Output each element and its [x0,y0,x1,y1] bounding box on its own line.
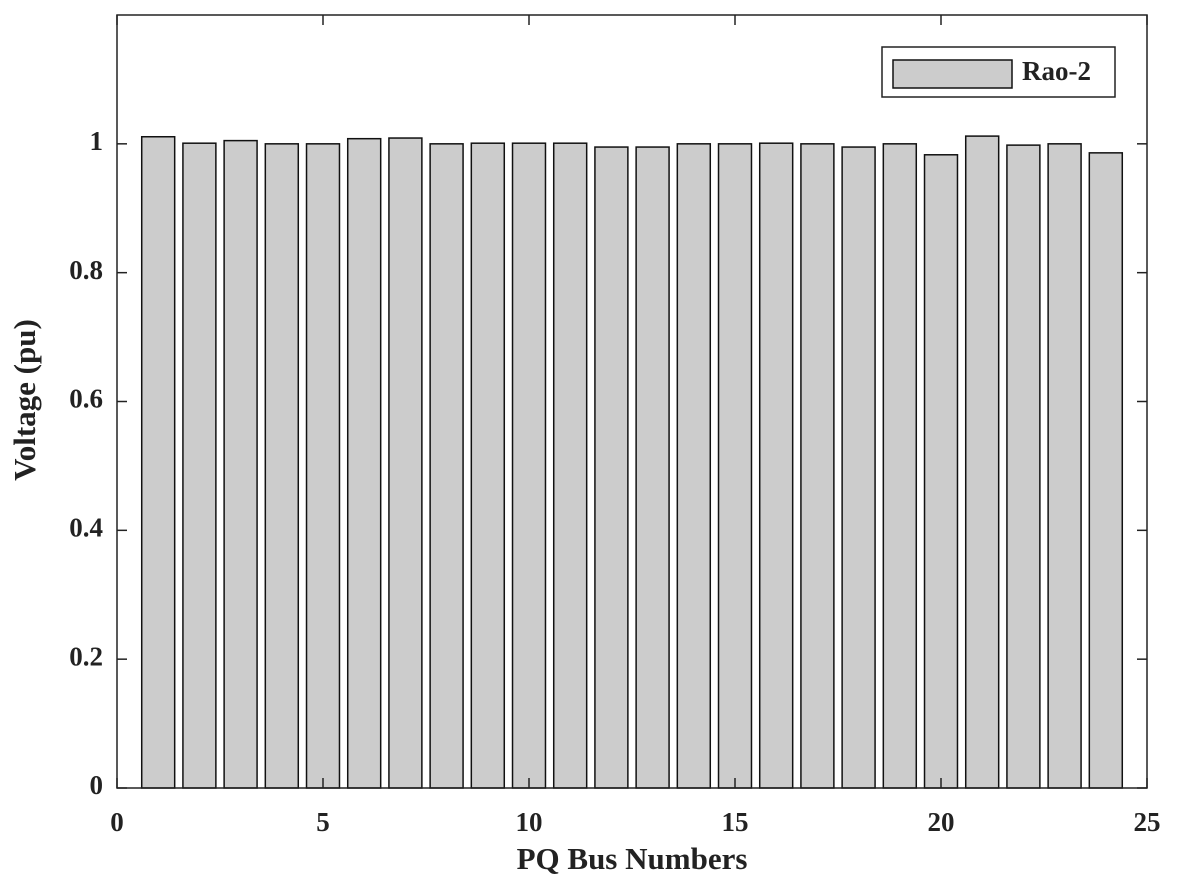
x-tick-label: 20 [928,807,955,837]
bar [1088,152,1124,789]
bar [1047,143,1082,789]
x-tick-label: 10 [516,807,543,837]
bar [923,154,959,789]
y-tick-label: 1 [90,126,104,156]
x-tick-label: 15 [722,807,749,837]
bar [594,146,629,789]
bar [264,143,300,789]
bar [676,143,712,789]
bar [511,142,547,789]
bar [964,135,1000,789]
legend-label: Rao-2 [1022,56,1091,86]
bar [223,139,258,789]
legend-swatch [892,59,1013,89]
bar [305,143,341,789]
bar [182,142,217,789]
bar [841,146,876,789]
bar [758,142,794,789]
bar [882,143,918,789]
y-axis-label: Voltage (pu) [7,319,42,481]
y-tick-label: 0 [90,770,104,800]
x-tick-label: 5 [316,807,330,837]
y-tick-label: 0.2 [69,641,103,671]
y-tick-label: 0.4 [69,513,103,543]
x-tick-label: 0 [110,807,124,837]
bar [346,137,382,789]
bar [140,135,176,789]
bar [429,143,464,789]
bar [635,146,670,789]
y-tick-label: 0.6 [69,384,103,414]
bar [470,142,506,789]
x-axis-label: PQ Bus Numbers [517,841,748,876]
x-tick-label: 25 [1134,807,1161,837]
y-tick-label: 0.8 [69,255,103,285]
bar [800,143,835,789]
bar [388,137,423,789]
bar [717,143,753,789]
bar [1006,144,1041,789]
bar [552,142,588,789]
